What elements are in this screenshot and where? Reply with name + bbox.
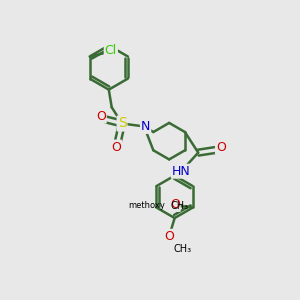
Text: HN: HN [172, 165, 190, 178]
Text: O: O [164, 230, 174, 243]
Text: O: O [170, 198, 180, 211]
Text: O: O [216, 141, 226, 154]
Text: methoxy: methoxy [128, 201, 165, 210]
Text: S: S [118, 116, 126, 130]
Text: O: O [111, 141, 121, 154]
Text: CH₃: CH₃ [170, 201, 188, 211]
Text: CH₃: CH₃ [173, 244, 191, 254]
Text: O: O [96, 110, 106, 123]
Text: N: N [141, 120, 150, 133]
Text: Cl: Cl [105, 44, 117, 57]
